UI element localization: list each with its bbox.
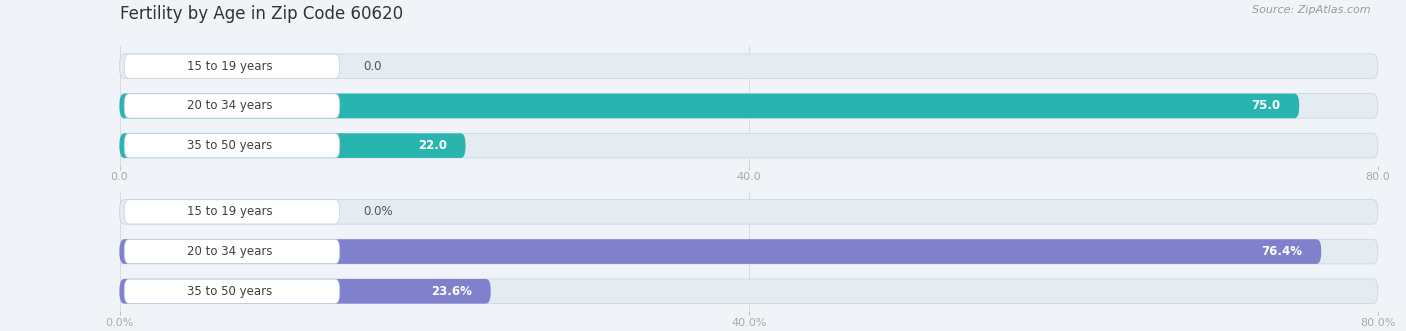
- Text: Fertility by Age in Zip Code 60620: Fertility by Age in Zip Code 60620: [120, 5, 402, 23]
- FancyBboxPatch shape: [124, 94, 340, 118]
- FancyBboxPatch shape: [124, 133, 340, 158]
- Text: 15 to 19 years: 15 to 19 years: [187, 60, 273, 73]
- FancyBboxPatch shape: [120, 200, 1378, 224]
- Text: 0.0: 0.0: [363, 60, 382, 73]
- Text: Source: ZipAtlas.com: Source: ZipAtlas.com: [1253, 5, 1371, 15]
- Text: 15 to 19 years: 15 to 19 years: [187, 205, 273, 218]
- Text: 35 to 50 years: 35 to 50 years: [187, 139, 273, 152]
- Text: 20 to 34 years: 20 to 34 years: [187, 245, 273, 258]
- FancyBboxPatch shape: [120, 279, 491, 304]
- FancyBboxPatch shape: [124, 279, 340, 304]
- FancyBboxPatch shape: [120, 94, 1299, 118]
- Text: 75.0: 75.0: [1251, 99, 1281, 113]
- FancyBboxPatch shape: [120, 133, 465, 158]
- FancyBboxPatch shape: [124, 200, 340, 224]
- FancyBboxPatch shape: [120, 239, 1378, 264]
- Text: 20 to 34 years: 20 to 34 years: [187, 99, 273, 113]
- FancyBboxPatch shape: [120, 239, 1322, 264]
- FancyBboxPatch shape: [124, 239, 340, 264]
- Text: 23.6%: 23.6%: [432, 285, 472, 298]
- FancyBboxPatch shape: [120, 279, 1378, 304]
- Text: 22.0: 22.0: [418, 139, 447, 152]
- Text: 76.4%: 76.4%: [1261, 245, 1302, 258]
- FancyBboxPatch shape: [120, 94, 1378, 118]
- FancyBboxPatch shape: [120, 54, 1378, 78]
- Text: 35 to 50 years: 35 to 50 years: [187, 285, 273, 298]
- Text: 0.0%: 0.0%: [363, 205, 392, 218]
- FancyBboxPatch shape: [124, 54, 340, 78]
- FancyBboxPatch shape: [120, 133, 1378, 158]
